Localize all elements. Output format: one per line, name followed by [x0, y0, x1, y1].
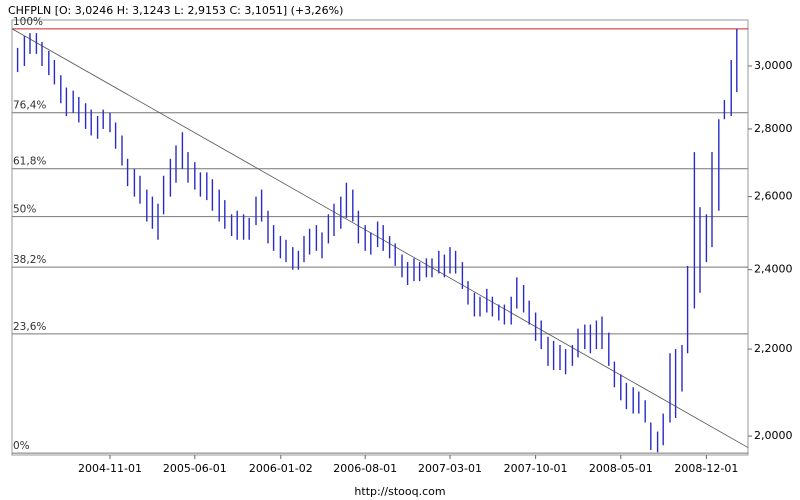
trendline — [11, 28, 749, 448]
fib-label: 76,4% — [13, 100, 46, 112]
fib-label: 23,6% — [13, 321, 46, 333]
y-tick-label: 2,0000 — [754, 429, 793, 442]
chart-title: CHFPLN [O: 3,0246 H: 3,1243 L: 2,9153 C:… — [8, 4, 343, 17]
x-tick-label: 2006-01-02 — [249, 462, 313, 475]
fib-label: 0% — [13, 440, 30, 452]
y-tick-label: 3,0000 — [754, 59, 793, 72]
source: http://stooq.com — [354, 485, 445, 498]
x-tick-label: 2006-08-01 — [333, 462, 397, 475]
y-tick-label: 2,8000 — [754, 122, 793, 135]
x-tick-label: 2007-10-01 — [504, 462, 568, 475]
plot-area — [11, 19, 749, 456]
fib-label: 38,2% — [13, 254, 46, 266]
x-tick-label: 2007-03-01 — [418, 462, 482, 475]
y-tick-label: 2,6000 — [754, 190, 793, 203]
x-tick-label: 2004-11-01 — [78, 462, 142, 475]
y-tick-label: 2,4000 — [754, 263, 793, 276]
x-tick-label: 2008-05-01 — [589, 462, 653, 475]
x-tick-label: 2005-06-01 — [163, 462, 227, 475]
y-tick-label: 2,2000 — [754, 342, 793, 355]
fib-label: 61,8% — [13, 156, 46, 168]
x-tick-label: 2008-12-01 — [674, 462, 738, 475]
fib-label: 100% — [13, 16, 43, 28]
fib-label: 50% — [13, 204, 36, 216]
